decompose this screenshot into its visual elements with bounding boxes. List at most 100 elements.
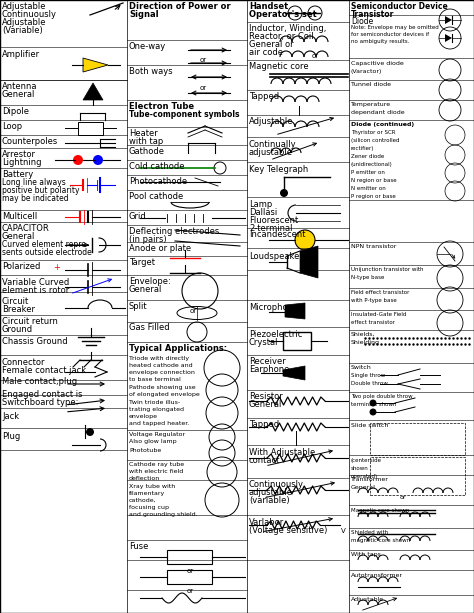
Text: General: General — [249, 400, 283, 409]
Text: Photocathode: Photocathode — [129, 177, 187, 186]
Text: and tapped heater.: and tapped heater. — [129, 421, 189, 426]
Text: for semiconductor devices if: for semiconductor devices if — [351, 32, 429, 37]
Text: Transformer: Transformer — [351, 477, 389, 482]
Text: Triode with directly: Triode with directly — [129, 356, 189, 361]
Text: of elongated envelope: of elongated envelope — [129, 392, 200, 397]
Text: N emitter on: N emitter on — [351, 186, 386, 191]
Text: Switch: Switch — [351, 365, 372, 370]
Text: Adjustable: Adjustable — [2, 2, 46, 11]
Text: filamentary: filamentary — [129, 491, 165, 496]
Text: Operator's set: Operator's set — [249, 10, 317, 19]
Text: Adjustable: Adjustable — [2, 18, 46, 27]
Text: Grid: Grid — [129, 212, 147, 221]
Text: Female contact jack: Female contact jack — [2, 366, 86, 375]
Text: N-type base: N-type base — [351, 275, 384, 280]
Text: General: General — [351, 485, 376, 490]
Text: P emitter on: P emitter on — [351, 170, 385, 175]
Text: 2-terminal: 2-terminal — [249, 224, 292, 233]
Text: or: or — [186, 568, 193, 574]
Bar — [370, 457, 465, 495]
Text: (silicon controlled: (silicon controlled — [351, 138, 400, 143]
Text: Crystal: Crystal — [249, 338, 279, 347]
Circle shape — [93, 155, 103, 165]
Text: Continuously: Continuously — [2, 10, 57, 19]
Text: Varlabor: Varlabor — [249, 518, 284, 527]
Text: Split: Split — [129, 302, 147, 311]
Text: (Variable): (Variable) — [2, 26, 43, 35]
Text: Diode (continued): Diode (continued) — [351, 122, 414, 127]
Text: Thyristor or SCR: Thyristor or SCR — [351, 130, 395, 135]
Text: envelope connection: envelope connection — [129, 370, 195, 375]
Text: and grounding shield.: and grounding shield. — [129, 512, 198, 517]
Text: Battery: Battery — [2, 170, 33, 179]
Text: Signal: Signal — [129, 10, 159, 19]
Text: Target: Target — [129, 258, 155, 267]
Text: Gas Filled: Gas Filled — [129, 323, 170, 332]
Text: Two pole double throw: Two pole double throw — [351, 394, 413, 399]
Text: effect transistor: effect transistor — [351, 320, 395, 325]
Text: Magnetic core: Magnetic core — [249, 62, 309, 71]
Text: (unidirectional): (unidirectional) — [351, 162, 393, 167]
Text: magnetic core shown: magnetic core shown — [351, 538, 410, 543]
Text: with tap: with tap — [129, 137, 163, 146]
Text: V: V — [341, 528, 346, 534]
Text: General: General — [129, 285, 163, 294]
Polygon shape — [83, 83, 103, 100]
Text: Also glow lamp: Also glow lamp — [129, 439, 177, 444]
Text: (in pairs): (in pairs) — [129, 235, 167, 244]
Text: sents outside electrode: sents outside electrode — [2, 248, 92, 257]
Text: Reactor, or Coil: Reactor, or Coil — [249, 32, 314, 41]
Text: Connector: Connector — [2, 358, 46, 367]
Polygon shape — [300, 246, 318, 278]
Bar — [78, 122, 103, 135]
Text: Resistor: Resistor — [249, 392, 283, 401]
Text: may be indicated: may be indicated — [2, 194, 69, 203]
Text: Dipole: Dipole — [2, 107, 29, 116]
Text: deflection: deflection — [129, 476, 160, 481]
Text: heated cathode and: heated cathode and — [129, 363, 192, 368]
Text: Ground: Ground — [2, 325, 33, 334]
Text: +: + — [54, 264, 61, 273]
Text: or: or — [400, 495, 406, 500]
Text: Chassis Ground: Chassis Ground — [2, 337, 68, 346]
Text: Continuously: Continuously — [249, 480, 304, 489]
Text: Zener diode: Zener diode — [351, 154, 384, 159]
Text: Antenna: Antenna — [2, 82, 37, 91]
Text: Field effect transistor: Field effect transistor — [351, 290, 410, 295]
Text: Shields,: Shields, — [351, 332, 375, 337]
Text: General: General — [2, 232, 36, 241]
Text: One-way: One-way — [129, 42, 166, 51]
Text: Gathode: Gathode — [129, 147, 165, 156]
Text: Incandescent: Incandescent — [249, 230, 306, 239]
Text: Direction of Power or: Direction of Power or — [129, 2, 231, 11]
Text: Dallasi: Dallasi — [249, 208, 277, 217]
Text: Autotransformer: Autotransformer — [351, 573, 403, 578]
Text: (variable): (variable) — [249, 496, 290, 505]
Text: With taps: With taps — [351, 552, 381, 557]
Polygon shape — [285, 303, 305, 319]
Text: Lightning: Lightning — [2, 158, 42, 167]
Text: Capacitive diode: Capacitive diode — [351, 61, 404, 66]
Text: contact: contact — [249, 456, 281, 465]
Text: or: or — [186, 588, 193, 594]
Circle shape — [86, 428, 94, 436]
Text: Circuit return: Circuit return — [2, 317, 58, 326]
Text: Polarized: Polarized — [2, 262, 40, 271]
Text: operated): operated) — [351, 474, 378, 479]
Text: Jack: Jack — [2, 412, 19, 421]
Text: Male contact,plug: Male contact,plug — [2, 377, 77, 386]
Text: adjustable: adjustable — [249, 488, 293, 497]
Text: Cathode ray tube: Cathode ray tube — [129, 462, 184, 467]
Text: Transistor: Transistor — [351, 10, 394, 19]
Text: or: or — [200, 85, 207, 91]
Text: Tapped: Tapped — [249, 92, 279, 101]
Text: Envelope:: Envelope: — [129, 277, 171, 286]
Text: Handset: Handset — [249, 2, 288, 11]
Text: Heater: Heater — [129, 129, 158, 138]
Text: N region or base: N region or base — [351, 178, 397, 183]
Text: envelope: envelope — [129, 414, 158, 419]
Polygon shape — [283, 366, 305, 380]
Bar — [370, 423, 465, 455]
Circle shape — [370, 409, 376, 415]
Text: General or: General or — [249, 40, 293, 49]
